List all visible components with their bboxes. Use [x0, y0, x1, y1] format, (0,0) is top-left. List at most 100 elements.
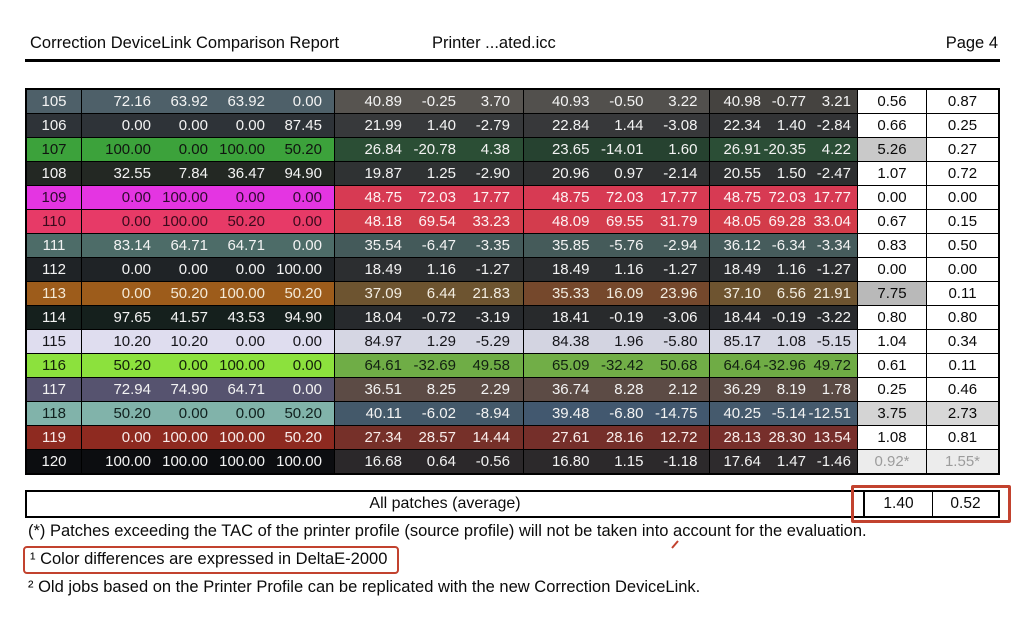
value: 8.25 [426, 381, 456, 398]
value: 3.21 [821, 93, 851, 110]
value: 18.44 [723, 309, 761, 326]
value: 1.29 [426, 333, 456, 350]
value: 18.04 [364, 309, 402, 326]
value: 63.92 [227, 93, 265, 110]
lab-values-cell: 18.04 -0.72 -3.19 [335, 306, 524, 329]
value: 28.13 [723, 429, 761, 446]
table-row: 111 83.14 64.71 64.71 0.00 35.54 -6.47 -3.35 35.… [27, 234, 998, 258]
value: 0.00 [235, 405, 265, 422]
value: -2.94 [663, 237, 698, 254]
delta-e-cell: 0.11 [927, 282, 998, 305]
value: 22.34 [723, 117, 761, 134]
value: 0.00 [121, 117, 151, 134]
value: 35.54 [364, 237, 402, 254]
value: 21.91 [813, 285, 851, 302]
value: 0.00 [292, 333, 322, 350]
value: 23.65 [551, 141, 590, 158]
value: 48.18 [364, 213, 402, 230]
cmyk-values-cell: 0.00 50.20 100.00 50.20 [82, 282, 335, 305]
cmyk-values-cell: 50.20 0.00 100.00 0.00 [82, 354, 335, 377]
average-delta-e-1: 1.40 [863, 492, 932, 516]
value: 84.38 [551, 333, 590, 350]
value: 50.20 [170, 285, 208, 302]
value: 50.20 [113, 357, 151, 374]
delta-e-cell: 0.27 [927, 138, 998, 161]
patch-number-cell: 112 [27, 258, 82, 281]
delta-e-cell: 1.04 [858, 330, 927, 353]
lab-values-cell: 40.93 -0.50 3.22 [524, 90, 710, 113]
value: 21.99 [364, 117, 402, 134]
value: -1.27 [475, 261, 510, 278]
value: 26.84 [364, 141, 402, 158]
value: 28.30 [768, 429, 806, 446]
lab-values-cell: 36.51 8.25 2.29 [335, 378, 524, 401]
value: 4.22 [821, 141, 851, 158]
cmyk-values-cell: 72.16 63.92 63.92 0.00 [82, 90, 335, 113]
average-delta-e-2: 0.52 [932, 492, 998, 516]
value: 0.00 [178, 261, 208, 278]
delta-e-cell: 0.80 [927, 306, 998, 329]
cmyk-values-cell: 0.00 100.00 0.00 0.00 [82, 186, 335, 209]
delta-e-cell: 2.73 [927, 402, 998, 425]
value: 100.00 [105, 141, 151, 158]
lab-values-cell: 37.09 6.44 21.83 [335, 282, 524, 305]
value: 0.00 [178, 141, 208, 158]
value: -32.69 [413, 357, 456, 374]
footnote-delta-e: ¹ Color differences are expressed in Del… [23, 545, 400, 574]
delta-e-cell: 0.83 [858, 234, 927, 257]
delta-e-cell: 0.80 [858, 306, 927, 329]
value: 2.12 [668, 381, 698, 398]
value: -0.19 [771, 309, 806, 326]
header-divider [25, 59, 1000, 62]
patch-number-cell: 116 [27, 354, 82, 377]
lab-values-cell: 18.49 1.16 -1.27 [335, 258, 524, 281]
lab-values-cell: 35.54 -6.47 -3.35 [335, 234, 524, 257]
value: 72.03 [768, 189, 806, 206]
value: 20.96 [551, 165, 590, 182]
delta-e-cell: 0.66 [858, 114, 927, 137]
cmyk-values-cell: 0.00 100.00 50.20 0.00 [82, 210, 335, 233]
value: 0.00 [178, 357, 208, 374]
value: 1.47 [776, 453, 806, 470]
value: 1.50 [776, 165, 806, 182]
value: 17.64 [723, 453, 761, 470]
value: -8.94 [475, 405, 510, 422]
value: 36.74 [551, 381, 590, 398]
value: 100.00 [162, 213, 208, 230]
value: 100.00 [162, 453, 208, 470]
value: 94.90 [284, 309, 322, 326]
value: 18.49 [723, 261, 761, 278]
table-row: 112 0.00 0.00 0.00 100.00 18.49 1.16 -1.27 18.49… [27, 258, 998, 282]
value: -0.25 [421, 93, 456, 110]
value: -5.29 [475, 333, 510, 350]
lab-values-cell: 35.85 -5.76 -2.94 [524, 234, 710, 257]
value: 1.16 [776, 261, 806, 278]
patch-number-cell: 119 [27, 426, 82, 449]
value: 2.29 [480, 381, 510, 398]
delta-e-cell: 0.25 [858, 378, 927, 401]
cmyk-values-cell: 50.20 0.00 0.00 50.20 [82, 402, 335, 425]
value: 3.70 [480, 93, 510, 110]
value: -3.08 [663, 117, 698, 134]
value: 48.75 [364, 189, 402, 206]
cmyk-values-cell: 0.00 0.00 0.00 87.45 [82, 114, 335, 137]
delta-e-cell: 0.00 [858, 186, 927, 209]
value: 64.64 [723, 357, 761, 374]
delta-e-cell: 0.11 [927, 354, 998, 377]
lab-values-cell: 48.75 72.03 17.77 [710, 186, 858, 209]
delta-e-cell: 0.56 [858, 90, 927, 113]
value: 65.09 [551, 357, 590, 374]
value: 72.94 [113, 381, 151, 398]
table-row: 116 50.20 0.00 100.00 0.00 64.61 -32.69 49.58 65… [27, 354, 998, 378]
value: 27.61 [551, 429, 590, 446]
lab-values-cell: 85.17 1.08 -5.15 [710, 330, 858, 353]
value: -3.35 [475, 237, 510, 254]
lab-values-cell: 40.89 -0.25 3.70 [335, 90, 524, 113]
value: 0.00 [178, 405, 208, 422]
lab-values-cell: 28.13 28.30 13.54 [710, 426, 858, 449]
report-title: Correction DeviceLink Comparison Report [30, 34, 340, 52]
lab-values-cell: 18.49 1.16 -1.27 [710, 258, 858, 281]
value: 1.15 [614, 453, 644, 470]
value: 33.04 [813, 213, 851, 230]
value: 0.00 [235, 261, 265, 278]
